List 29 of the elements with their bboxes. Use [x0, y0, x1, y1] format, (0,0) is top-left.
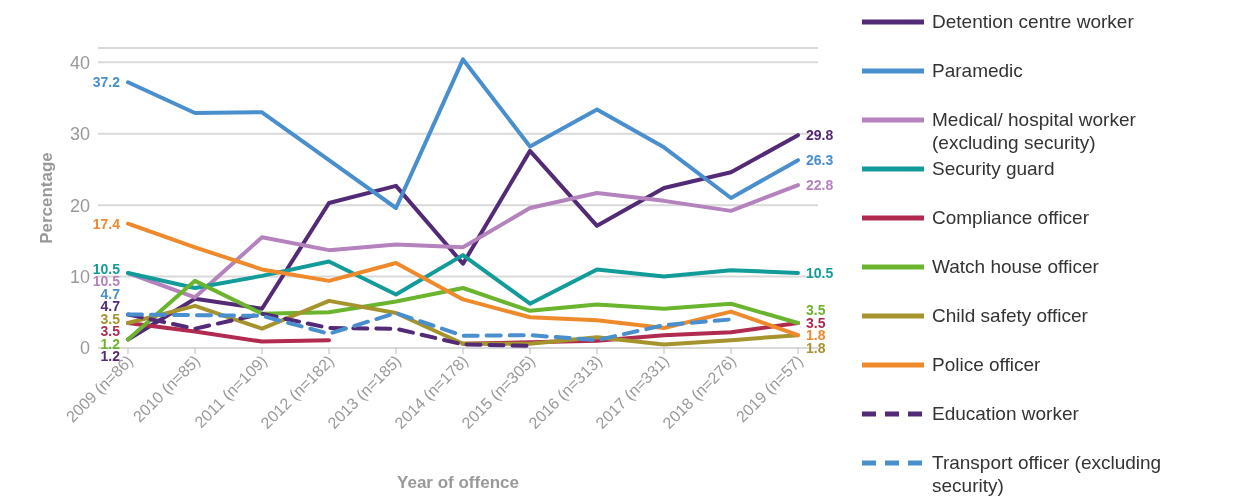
legend-label: Medical/ hospital worker (excluding security): [932, 108, 1137, 154]
legend-label: Paramedic: [932, 59, 1023, 82]
line-series: [126, 278, 800, 342]
legend-label: Detention centre worker: [932, 10, 1134, 33]
y-tick-label: 40: [69, 52, 90, 73]
y-tick-label: 0: [79, 338, 90, 359]
data-label: 26.3: [806, 152, 834, 169]
legend-label: Compliance officer: [932, 206, 1090, 229]
legend-label: Police officer: [932, 353, 1041, 376]
x-axis-title: Year of offence: [397, 473, 519, 492]
legend-label: Watch house officer: [932, 255, 1099, 278]
line-series: [126, 183, 800, 300]
data-label: 17.4: [92, 215, 121, 232]
y-tick-label: 20: [69, 195, 90, 216]
legend-label: Security guard: [932, 157, 1055, 180]
line-series: [126, 253, 800, 306]
legend-label: Education worker: [932, 402, 1079, 425]
legend-label: Child safety officer: [932, 304, 1088, 327]
data-label: 29.8: [806, 127, 834, 144]
line-series: [126, 57, 800, 210]
data-label: 22.8: [806, 177, 834, 194]
line-series: [126, 221, 800, 338]
y-axis-title: Percentage: [37, 152, 57, 244]
legend-label: Transport officer (excluding security): [932, 451, 1163, 497]
y-tick-label: 30: [69, 124, 90, 145]
data-label: 10.5: [806, 265, 834, 281]
data-label: 37.2: [92, 74, 121, 91]
y-tick-label: 10: [69, 266, 90, 287]
line-series: [126, 311, 733, 343]
